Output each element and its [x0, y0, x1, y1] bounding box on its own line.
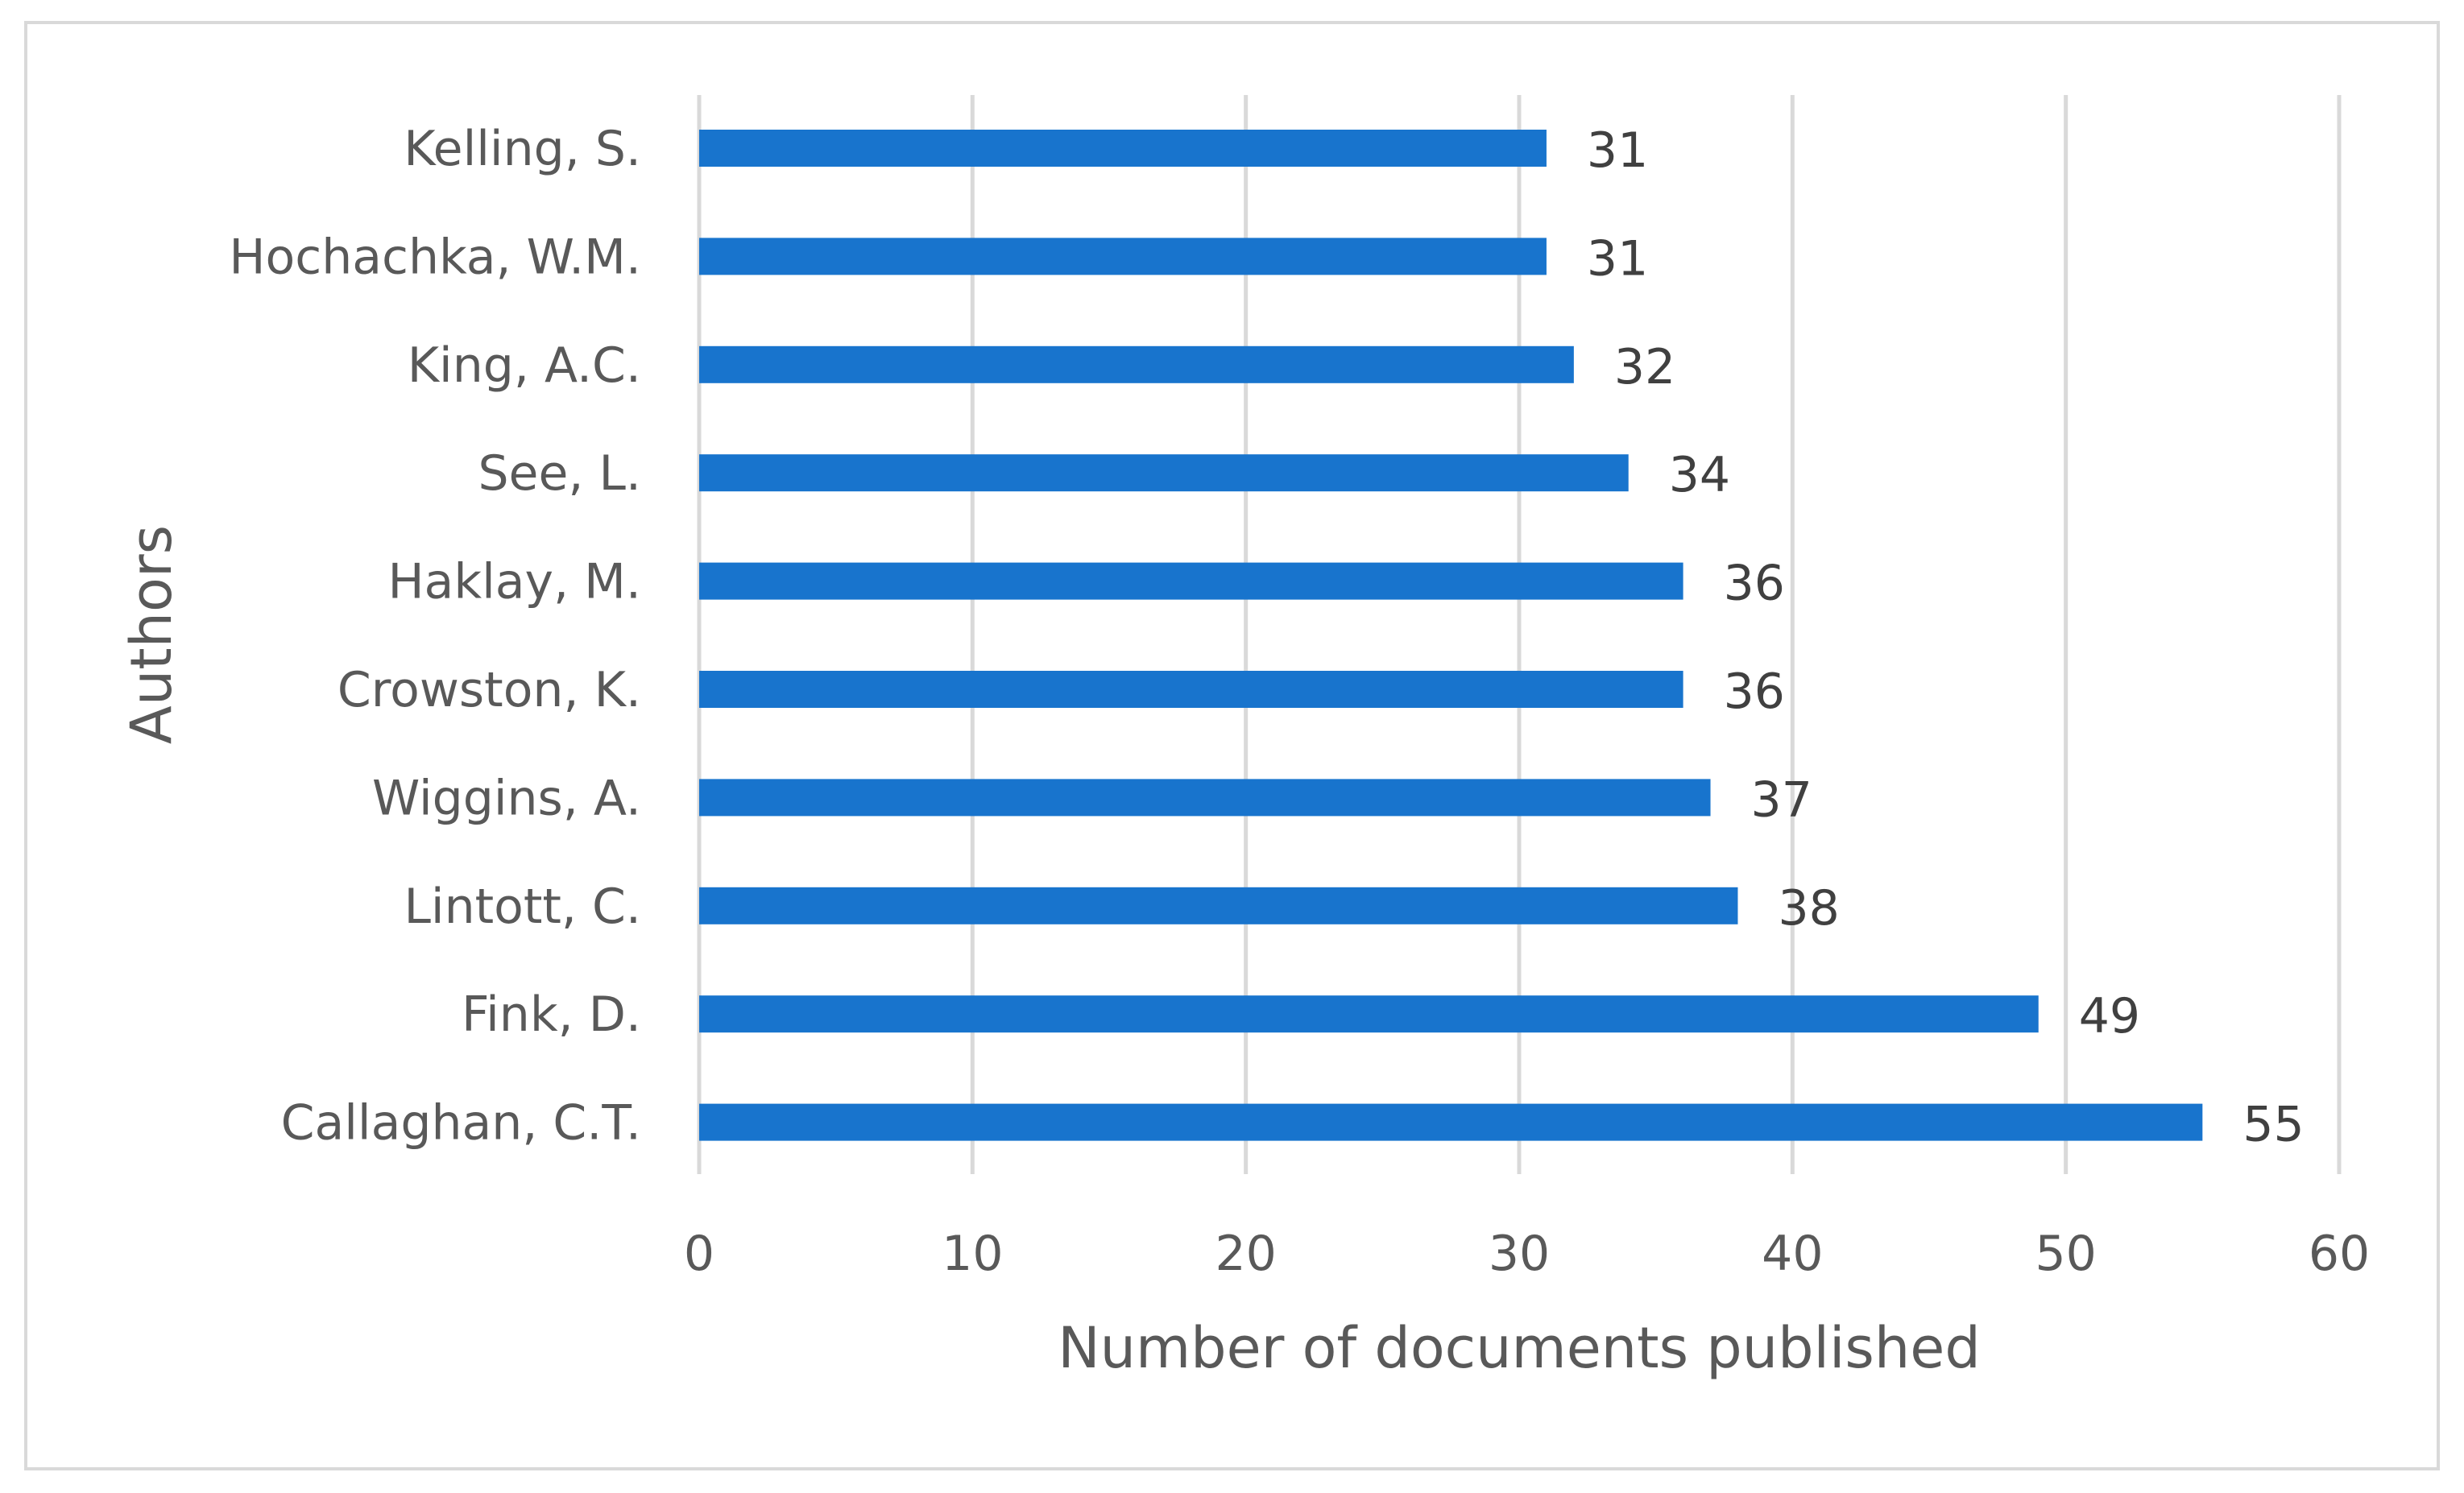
x-tick-label-60: 60 [2309, 1226, 2370, 1282]
category-label-8: Fink, D. [462, 986, 641, 1043]
x-tick-label-30: 30 [1489, 1226, 1550, 1282]
x-tick-label-50: 50 [2035, 1226, 2096, 1282]
x-tick-label-0: 0 [684, 1226, 714, 1282]
data-label-5: 36 [1724, 664, 1785, 720]
category-label-2: King, A.C. [408, 337, 641, 394]
x-tick-label-40: 40 [1762, 1226, 1823, 1282]
bar-1 [699, 238, 1547, 275]
bar-9 [699, 1103, 2203, 1141]
data-label-2: 32 [1614, 339, 1675, 395]
bar-4 [699, 562, 1683, 600]
category-label-3: See, L. [478, 445, 641, 502]
category-label-1: Hochachka, W.M. [229, 229, 641, 285]
bar-2 [699, 345, 1574, 383]
category-label-5: Crowston, K. [338, 662, 641, 718]
labels: 0 10 20 30 40 50 60 Kelling, S. 31 Hochachka, W.M… [229, 121, 2370, 1282]
bar-5 [699, 671, 1683, 708]
bar-7 [699, 887, 1738, 924]
x-tick-label-10: 10 [942, 1226, 1003, 1282]
category-label-6: Wiggins, A. [372, 770, 641, 826]
data-label-6: 37 [1751, 771, 1812, 828]
data-label-9: 55 [2242, 1097, 2304, 1153]
bars [699, 130, 2203, 1141]
data-label-8: 49 [2079, 988, 2140, 1044]
bar-6 [699, 779, 1711, 817]
bar-8 [699, 995, 2039, 1033]
data-label-3: 34 [1669, 447, 1730, 503]
data-label-1: 31 [1587, 230, 1648, 287]
y-axis-title: Authors [118, 525, 184, 744]
bar-3 [699, 454, 1629, 492]
data-label-4: 36 [1724, 556, 1785, 612]
category-label-9: Callaghan, C.T. [281, 1095, 641, 1152]
category-label-7: Lintott, C. [404, 879, 641, 935]
x-axis-title: Number of documents published [1058, 1315, 1981, 1381]
bar-0 [699, 130, 1547, 167]
x-tick-label-20: 20 [1215, 1226, 1276, 1282]
category-label-0: Kelling, S. [404, 121, 641, 177]
data-label-7: 38 [1778, 880, 1839, 937]
data-label-0: 31 [1587, 122, 1648, 179]
category-label-4: Haklay, M. [387, 554, 641, 610]
